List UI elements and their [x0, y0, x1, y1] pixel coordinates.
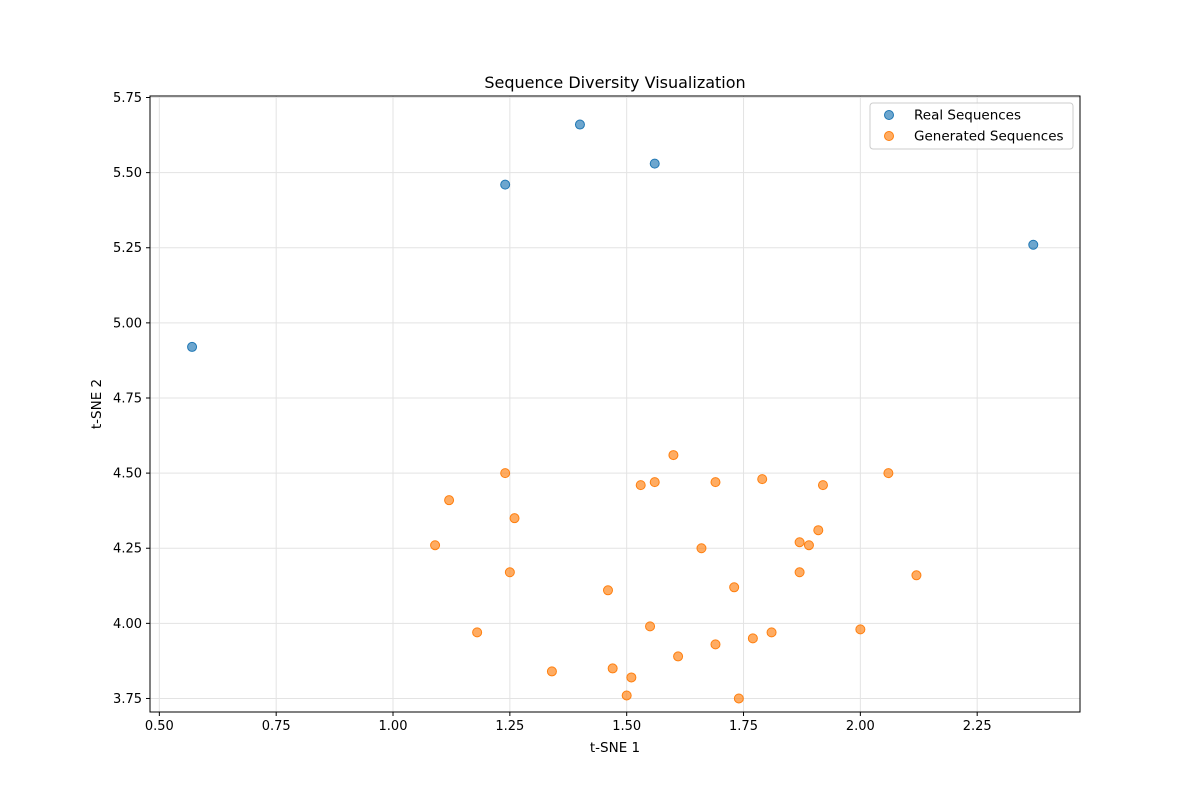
y-tick-label: 5.25 [113, 241, 142, 256]
x-tick-label: 1.50 [612, 719, 641, 734]
plot-frame [149, 95, 1081, 713]
real-sequence-point [574, 119, 585, 130]
generated-sequence-point [668, 450, 679, 461]
real-sequence-point [500, 179, 511, 190]
y-tick-label: 3.75 [113, 692, 142, 707]
generated-sequence-point [649, 477, 660, 488]
generated-sequence-point [803, 540, 814, 551]
y-tick-label: 4.00 [113, 617, 142, 632]
y-tick-label: 5.50 [113, 166, 142, 181]
generated-sequence-point [430, 540, 441, 551]
generated-sequence-point [696, 543, 707, 554]
generated-sequence-point [729, 582, 740, 593]
legend: Real Sequences Generated Sequences [869, 102, 1074, 150]
legend-box [869, 102, 1074, 150]
generated-sequence-point [472, 627, 483, 638]
chart-title: Sequence Diversity Visualization [484, 73, 745, 92]
generated-sequence-point [546, 666, 557, 677]
legend-label-generated: Generated Sequences [914, 129, 1064, 145]
generated-sequence-point [813, 525, 824, 536]
generated-sequence-point [645, 621, 656, 632]
generated-sequence-point [794, 537, 805, 548]
x-tick-label: 0.50 [145, 719, 174, 734]
y-tick-label: 5.00 [113, 316, 142, 331]
generated-sequence-point [500, 468, 511, 479]
y-tick-label: 4.75 [113, 391, 142, 406]
generated-sequence-point [673, 651, 684, 662]
x-tick-label: 0.75 [262, 719, 291, 734]
generated-sequence-point [621, 690, 632, 701]
y-axis-title: t-SNE 2 [89, 379, 105, 429]
generated-sequence-point [794, 567, 805, 578]
legend-marker-real [884, 110, 894, 120]
generated-sequence-point [747, 633, 758, 644]
y-tick-label: 4.50 [113, 467, 142, 482]
generated-sequence-point [509, 513, 520, 524]
grid-layer [150, 96, 1080, 712]
x-tick-label: 1.75 [729, 719, 758, 734]
generated-sequence-point [911, 570, 922, 581]
real-sequence-point [187, 341, 198, 352]
generated-sequence-point [504, 567, 515, 578]
generated-sequence-point [607, 663, 618, 674]
generated-sequence-point [710, 639, 721, 650]
generated-sequence-point [626, 672, 637, 683]
real-sequence-point [649, 158, 660, 169]
generated-sequence-point [602, 585, 613, 596]
y-tick-label: 5.75 [113, 91, 142, 106]
generated-sequence-point [635, 480, 646, 491]
legend-marker-generated [884, 131, 894, 141]
generated-sequence-point [444, 495, 455, 506]
x-tick-label: 2.25 [963, 719, 992, 734]
generated-sequence-point [817, 480, 828, 491]
generated-sequence-point [766, 627, 777, 638]
generated-sequence-point [733, 693, 744, 704]
generated-sequence-point [710, 477, 721, 488]
x-axis-title: t-SNE 1 [590, 740, 640, 756]
points-layer [187, 119, 1039, 704]
generated-sequence-point [855, 624, 866, 635]
x-tick-label: 1.25 [495, 719, 524, 734]
x-tick-label: 1.00 [379, 719, 408, 734]
legend-label-real: Real Sequences [914, 108, 1021, 124]
generated-sequence-point [757, 474, 768, 485]
ticks-layer: 0.50 0.75 1.00 1.25 1.50 1.75 2.00 2.25 3.75 4.00… [113, 91, 992, 734]
real-sequence-point [1028, 239, 1039, 250]
x-tick-label: 2.00 [846, 719, 875, 734]
generated-sequence-point [883, 468, 894, 479]
y-tick-label: 4.25 [113, 542, 142, 557]
